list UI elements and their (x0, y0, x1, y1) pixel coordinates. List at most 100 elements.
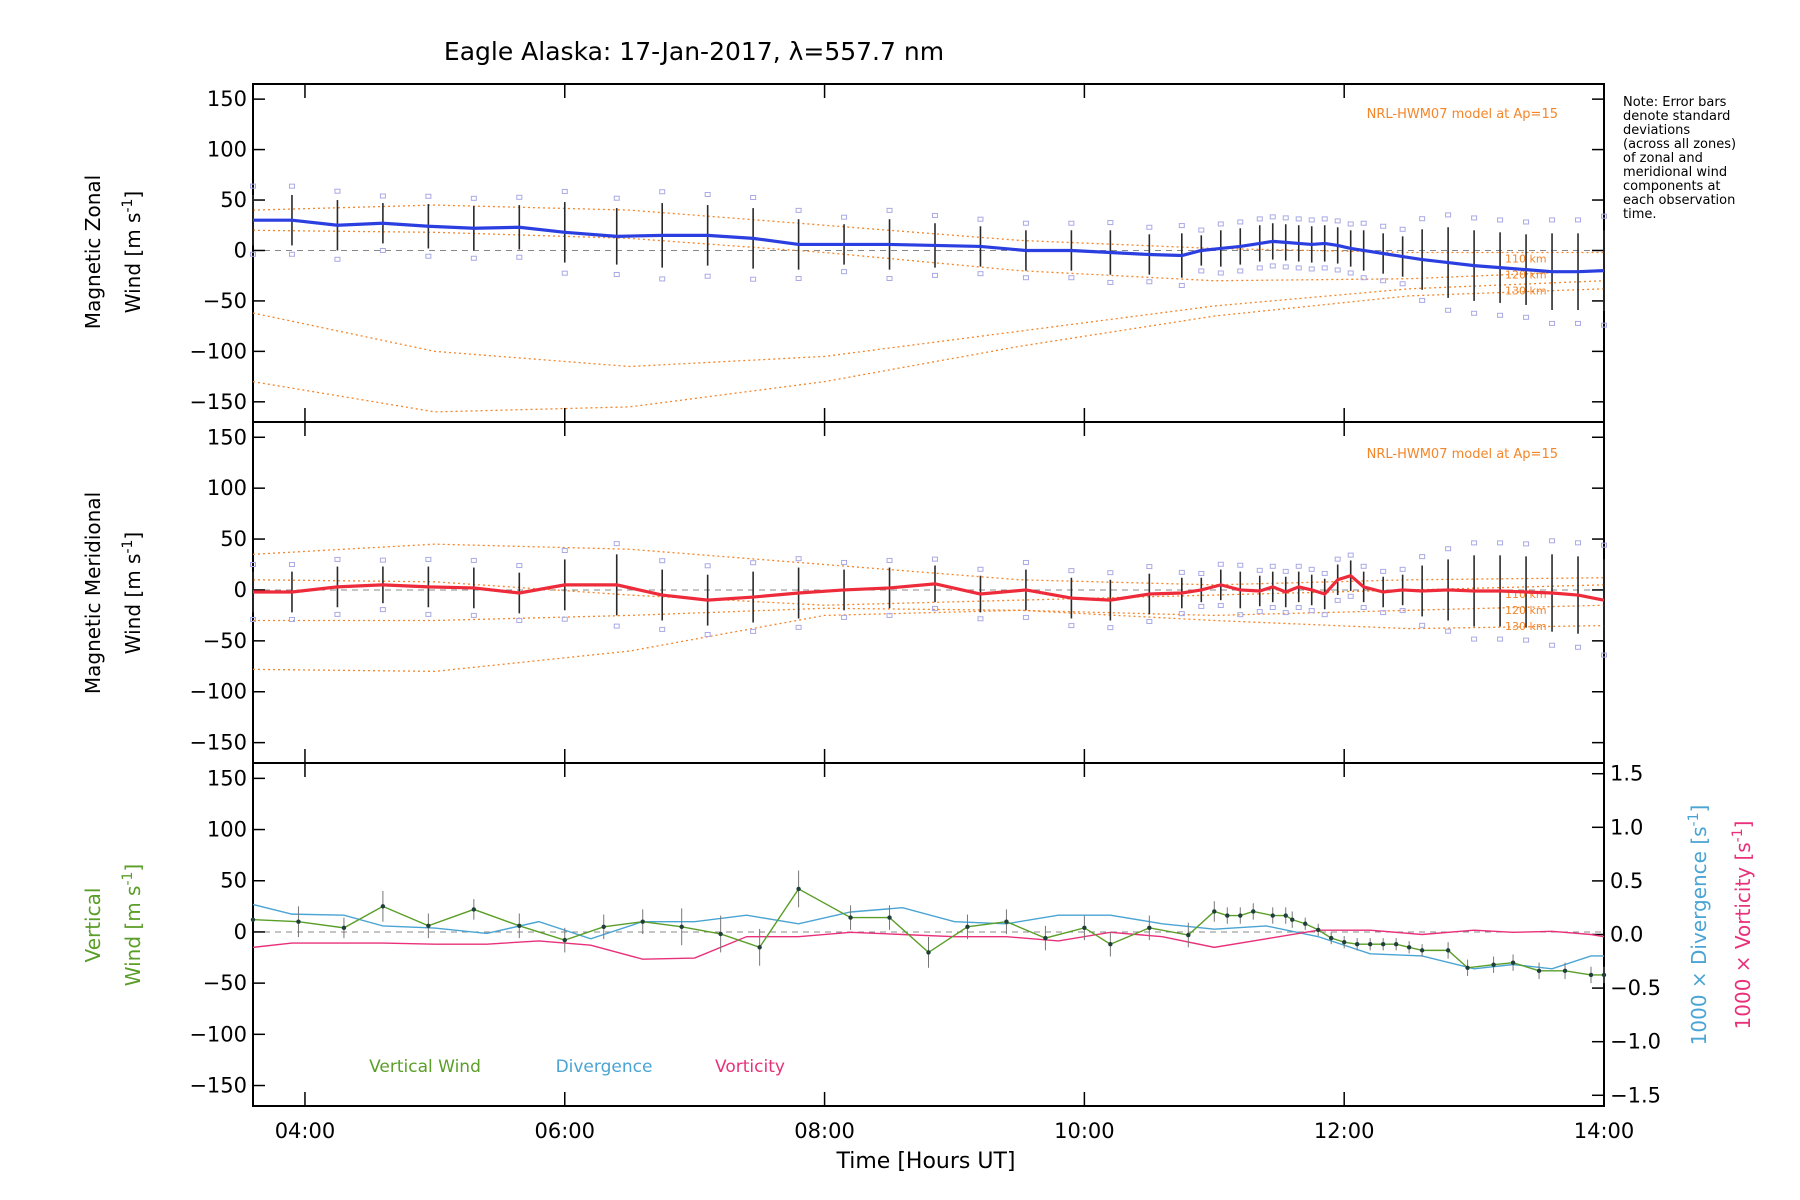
zonal-zone-marker (1321, 216, 1328, 222)
meridional-zone-marker (1523, 637, 1530, 643)
zonal-zone-marker (704, 191, 711, 197)
meridional-ylabel-line1: Magnetic Meridional (81, 492, 105, 694)
vertical-wind-point (1283, 913, 1288, 918)
vertical-wind-point (796, 886, 801, 892)
zonal-zone-marker (1575, 217, 1582, 223)
zonal-zone-marker (886, 275, 893, 281)
zonal-zone-marker (1523, 314, 1530, 320)
meridional-ytick-label: 50 (220, 527, 247, 551)
zonal-zone-marker (1471, 215, 1478, 221)
zonal-zone-marker (250, 251, 256, 257)
vertical-wind-point (926, 950, 931, 955)
meridional-zone-marker (516, 617, 523, 623)
zonal-zone-marker (1380, 223, 1387, 229)
note-line: denote standard (1623, 109, 1730, 124)
vertical-wind-point (679, 924, 684, 930)
divergence-ylabel: 1000 × Divergence [s-1] (1686, 805, 1711, 1046)
zonal-zone-marker (1334, 218, 1341, 224)
zonal-zone-marker (1269, 263, 1276, 269)
x-tick-label: 10:00 (1054, 1119, 1115, 1143)
zonal-zone-marker (1445, 307, 1452, 313)
meridional-zone-marker (1198, 603, 1205, 609)
vertical-wind-point (718, 931, 723, 937)
meridional-zone-marker (1347, 552, 1354, 558)
vertical-ytick-label: −150 (189, 1074, 247, 1098)
zonal-zone-marker (1178, 282, 1185, 288)
vorticity-ylabel: 1000 × Vorticity [s-1] (1730, 821, 1755, 1030)
note-line: of zonal and (1623, 151, 1703, 166)
zonal-zone-marker (1601, 322, 1607, 328)
zonal-ytick-label: −150 (189, 390, 247, 414)
meridional-zone-marker (1178, 569, 1185, 575)
x-tick-label: 08:00 (794, 1119, 855, 1143)
zonal-zone-marker (288, 183, 295, 189)
vertical-ytick-label: −100 (189, 1022, 247, 1046)
meridional-zone-marker (931, 606, 938, 612)
meridional-zone-marker (1068, 623, 1075, 629)
vertical-wind-point (426, 923, 431, 928)
meridional-zone-marker (1321, 612, 1328, 618)
meridional-zone-marker (1334, 597, 1341, 603)
zonal-zone-marker (1360, 220, 1367, 226)
zonal-model-label: NRL-HWM07 model at Ap=15 (1367, 107, 1558, 122)
vertical-wind-point (1186, 932, 1191, 938)
vertical-wind-point (601, 924, 606, 930)
meridional-zone-marker (288, 616, 295, 622)
legend-divergence: Divergence (556, 1057, 653, 1077)
zonal-zone-marker (1549, 320, 1556, 326)
meridional-zone-marker (1334, 556, 1341, 562)
meridional-zone-marker (886, 612, 893, 618)
zonal-zone-marker (1146, 224, 1153, 230)
zonal-zone-marker (613, 271, 620, 277)
meridional-zone-marker (704, 631, 711, 637)
zonal-zone-marker (1107, 279, 1114, 285)
meridional-zone-marker (470, 612, 477, 618)
meridional-ytick-label: −150 (189, 731, 247, 755)
vertical-wind-point (1147, 925, 1152, 931)
zonal-zone-marker (1295, 216, 1302, 222)
meridional-zone-marker (1347, 593, 1354, 599)
zonal-ytick-label: −100 (189, 339, 247, 363)
vertical-wind-point (1419, 948, 1425, 953)
meridional-zone-marker (1419, 554, 1426, 560)
vertical-wind-point (1354, 942, 1360, 947)
meridional-model-curve (252, 543, 1605, 586)
vertical-ylabel-line2: Wind [m s-1] (120, 864, 145, 986)
vertical-wind-point (1251, 909, 1256, 914)
meridional-zone-marker (250, 562, 256, 568)
meridional-zone-marker (334, 556, 341, 562)
meridional-wind-line (253, 574, 1605, 602)
zonal-ytick-label: 50 (220, 188, 247, 212)
meridional-ytick-label: 100 (207, 476, 247, 500)
zonal-zone-marker (1068, 275, 1075, 281)
zonal-zone-marker (1198, 268, 1205, 274)
zonal-zone-marker (1256, 216, 1263, 222)
zonal-zone-marker (1321, 265, 1328, 271)
meridional-zone-marker (1217, 561, 1224, 567)
meridional-zone-marker (886, 557, 893, 563)
zonal-ylabel-line2: Wind [m s-1] (120, 191, 145, 313)
zonal-zone-marker (659, 189, 666, 195)
vertical-wind-point (848, 915, 853, 920)
zonal-zone-marker (750, 195, 757, 201)
zonal-zone-marker (1445, 212, 1452, 218)
meridional-zone-marker (1549, 642, 1556, 648)
zonal-zone-marker (1549, 217, 1556, 223)
vertical-wind-point (380, 904, 386, 909)
zonal-zone-marker (1282, 264, 1289, 270)
zonal-zone-marker (1068, 220, 1075, 226)
zonal-zone-marker (425, 253, 432, 259)
meridional-zone-marker (1256, 567, 1263, 573)
zonal-zone-marker (841, 269, 848, 275)
zonal-zone-marker (1256, 265, 1263, 271)
vertical-wind-point (1238, 913, 1243, 918)
chart-title: Eagle Alaska: 17-Jan-2017, λ=557.7 nm (444, 37, 944, 66)
zonal-ytick-label: −50 (203, 289, 247, 313)
x-tick-label: 14:00 (1574, 1119, 1635, 1143)
zonal-zone-marker (1347, 270, 1354, 276)
zonal-zone-marker (1575, 320, 1582, 326)
right-ytick-label: 1.5 (1610, 762, 1643, 786)
meridional-zone-marker (1419, 622, 1426, 628)
x-axis-label: Time [Hours UT] (836, 1149, 1016, 1174)
